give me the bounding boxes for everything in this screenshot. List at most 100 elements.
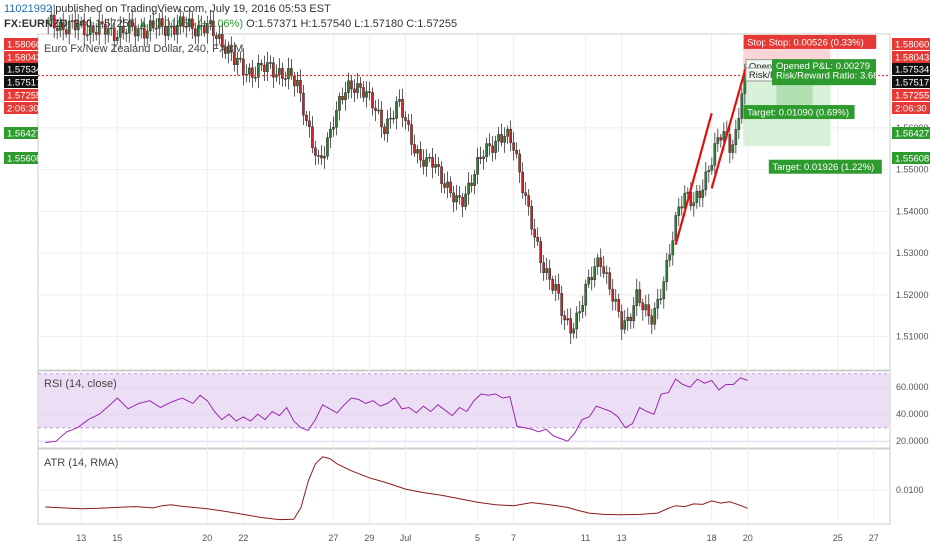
candle-body: [272, 62, 275, 78]
candle-body: [121, 26, 125, 34]
candle-body: [668, 254, 672, 261]
candle-body: [311, 126, 314, 149]
candle-body: [130, 20, 134, 27]
candle-body: [221, 34, 224, 48]
right-price-tag: 1.55608: [895, 154, 929, 165]
candle-body: [629, 316, 633, 322]
candle-body: [200, 25, 203, 27]
candle-body: [440, 166, 443, 184]
risk-reward-label: Risk/Reward Ratio: 3.66: [776, 70, 878, 81]
candle-body: [365, 91, 368, 98]
x-tick-label: 7: [511, 533, 516, 543]
right-price-tag: 1.57534: [895, 65, 929, 76]
candle-body: [599, 257, 603, 267]
candle-body: [518, 153, 521, 173]
candle-body: [737, 118, 741, 130]
right-price-tag-bg: [892, 127, 930, 139]
left-price-tag: 1.58043: [7, 53, 41, 64]
candle-body: [320, 155, 323, 159]
candle-body: [380, 109, 383, 128]
candle-body: [515, 150, 518, 155]
candle-body: [647, 304, 651, 316]
candle-body: [160, 18, 164, 27]
candle-body: [67, 20, 71, 35]
candle-body: [542, 262, 545, 273]
candle-body: [46, 19, 50, 24]
candle-body: [212, 20, 215, 36]
candle-body: [692, 202, 696, 207]
candle-body: [386, 118, 389, 134]
candle-body: [52, 14, 56, 29]
candle-body: [172, 25, 176, 35]
left-price-tag: 1.57534: [7, 65, 41, 76]
candle-body: [326, 137, 329, 157]
trend-line: [710, 67, 747, 189]
candle-body: [458, 195, 461, 198]
candle-body: [278, 68, 281, 75]
right-price-tag-bg: [892, 51, 930, 63]
candle-body: [118, 26, 122, 38]
user-id[interactable]: 11021992: [4, 3, 53, 15]
candle-body: [734, 129, 738, 145]
stop-label-short: Stop: 0: [747, 37, 777, 48]
candle-body: [224, 46, 227, 54]
left-price-tag: 1.58060: [7, 40, 41, 51]
candle-body: [530, 206, 533, 230]
candle-body: [608, 272, 612, 290]
candle-body: [437, 164, 440, 167]
candle-body: [239, 57, 242, 60]
candle-body: [731, 144, 735, 153]
candle-body: [473, 174, 476, 186]
candle-body: [82, 20, 86, 36]
rsi-tick-label: 60.0000: [896, 382, 929, 392]
candle-body: [563, 315, 567, 321]
candle-body: [650, 315, 654, 325]
stop-label: Stop: 0.00526 (0.33%): [769, 37, 864, 48]
candle-body: [461, 196, 464, 207]
candle-body: [479, 157, 482, 159]
candle-body: [623, 320, 627, 330]
candle-body: [665, 259, 669, 283]
candle-body: [509, 128, 512, 144]
candle-body: [166, 26, 170, 36]
candle-body: [713, 143, 717, 166]
candle-body: [335, 110, 338, 128]
publish-info: published on TradingView.com, July 19, 2…: [55, 3, 331, 15]
candle-body: [133, 25, 137, 37]
left-price-tag: 1.55608: [7, 154, 41, 165]
candle-body: [281, 68, 284, 79]
candle-body: [341, 96, 344, 101]
candle-body: [455, 195, 458, 203]
candle-body: [314, 147, 317, 156]
candle-body: [425, 157, 428, 167]
candle-body: [215, 35, 218, 39]
x-tick-label: 11: [581, 533, 590, 543]
candle-body: [656, 298, 660, 309]
candle-body: [203, 25, 206, 34]
candle-body: [722, 131, 726, 141]
candle-body: [602, 266, 606, 274]
candle-body: [434, 164, 437, 168]
candle-body: [545, 268, 548, 273]
candle-body: [590, 277, 594, 281]
candle-body: [91, 25, 95, 33]
candle-body: [641, 302, 645, 311]
x-tick-label: 29: [364, 533, 374, 543]
candle-body: [410, 124, 413, 145]
candle-body: [218, 34, 221, 39]
candle-body: [73, 20, 77, 31]
candle-body: [263, 64, 266, 72]
candle-body: [377, 109, 380, 112]
candle-body: [97, 21, 101, 35]
candle-body: [185, 26, 188, 28]
candle-body: [383, 126, 386, 134]
candle-body: [136, 28, 140, 37]
left-price-tag: 1.57517: [7, 78, 41, 89]
candle-body: [191, 18, 194, 30]
candle-body: [344, 92, 347, 101]
target-label-1: Target: 0.01090 (0.69%): [747, 108, 849, 119]
candle-body: [362, 87, 365, 98]
candle-body: [680, 206, 684, 209]
candle-body: [527, 195, 530, 207]
